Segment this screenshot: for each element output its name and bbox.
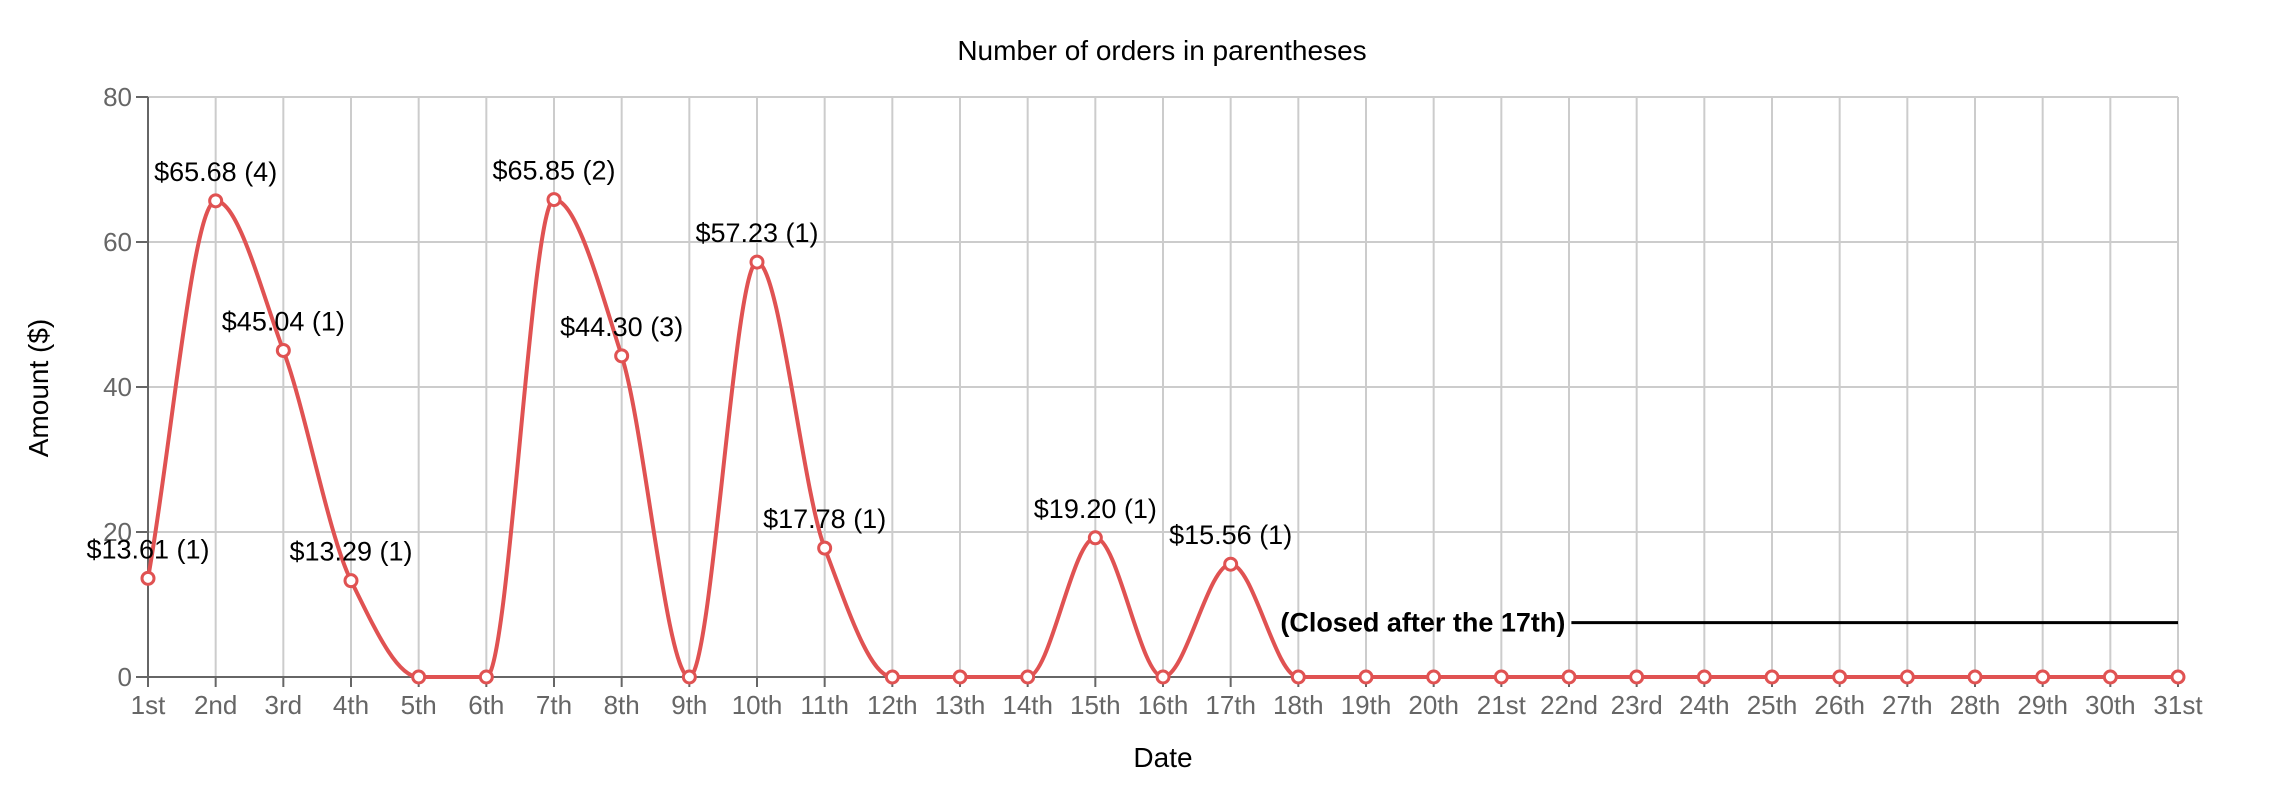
x-tick-label: 6th xyxy=(468,690,504,720)
data-label: $19.20 (1) xyxy=(1034,494,1157,524)
data-point xyxy=(1223,556,1239,572)
x-tick-label: 12th xyxy=(867,690,918,720)
x-tick-label: 25th xyxy=(1747,690,1798,720)
x-tick-label: 11th xyxy=(800,690,849,720)
data-labels: $13.61 (1) $65.68 (4) $45.04 (1) $13.29 (1)… xyxy=(86,156,2178,638)
x-tick-label: 23rd xyxy=(1611,690,1663,720)
x-axis-label: Date xyxy=(1133,742,1192,773)
data-label: $44.30 (3) xyxy=(560,312,683,342)
x-tick-label: 5th xyxy=(401,690,437,720)
data-point xyxy=(1629,669,1645,685)
y-tick-label: 20 xyxy=(103,517,132,547)
x-tick-label: 24th xyxy=(1679,690,1730,720)
data-point xyxy=(140,570,156,586)
data-point xyxy=(614,348,630,364)
x-tick-label: 3rd xyxy=(265,690,303,720)
data-point xyxy=(1358,669,1374,685)
x-tick-label: 16th xyxy=(1138,690,1189,720)
x-tick-label: 29th xyxy=(2017,690,2068,720)
data-point xyxy=(1426,669,1442,685)
grid xyxy=(147,96,2179,677)
data-point xyxy=(1087,530,1103,546)
x-tick-label: 1st xyxy=(131,690,166,720)
data-point xyxy=(1561,669,1577,685)
data-point xyxy=(817,540,833,556)
x-tick-label: 17th xyxy=(1205,690,1256,720)
y-tick-label: 0 xyxy=(118,662,132,692)
data-point xyxy=(1967,669,1983,685)
x-tick-label: 28th xyxy=(1950,690,2001,720)
data-point xyxy=(2035,669,2051,685)
data-point xyxy=(1290,669,1306,685)
data-point xyxy=(952,669,968,685)
series-amount xyxy=(140,192,2186,685)
data-point xyxy=(2102,669,2118,685)
x-tick-label: 19th xyxy=(1341,690,1392,720)
x-tick-label: 13th xyxy=(935,690,986,720)
data-label: $45.04 (1) xyxy=(222,306,345,336)
data-point xyxy=(1899,669,1915,685)
y-tick-label: 40 xyxy=(103,372,132,402)
data-point xyxy=(1696,669,1712,685)
data-label: $13.61 (1) xyxy=(86,534,209,564)
data-point xyxy=(2170,669,2186,685)
data-point xyxy=(749,254,765,270)
x-tick-label: 15th xyxy=(1070,690,1121,720)
y-tick-label: 80 xyxy=(103,82,132,112)
x-tick-label: 21st xyxy=(1477,690,1527,720)
chart-title: Number of orders in parentheses xyxy=(957,35,1366,66)
closed-annotation-label: (Closed after the 17th) xyxy=(1280,608,1565,638)
data-label: $17.78 (1) xyxy=(763,504,886,534)
data-point xyxy=(275,342,291,358)
x-tick-label: 8th xyxy=(604,690,640,720)
data-label: $57.23 (1) xyxy=(695,218,818,248)
data-label: $13.29 (1) xyxy=(289,537,412,567)
x-tick-label: 22nd xyxy=(1540,690,1598,720)
data-point xyxy=(1832,669,1848,685)
y-tick-label: 60 xyxy=(103,227,132,257)
data-point xyxy=(208,193,224,209)
x-tick-label: 30th xyxy=(2085,690,2136,720)
data-label: $65.68 (4) xyxy=(154,157,277,187)
data-point xyxy=(1493,669,1509,685)
x-tick-label: 27th xyxy=(1882,690,1933,720)
y-axis-label: Amount ($) xyxy=(23,319,54,458)
x-tick-label: 14th xyxy=(1002,690,1053,720)
x-tick-label: 31st xyxy=(2153,690,2203,720)
data-point xyxy=(343,573,359,589)
data-point xyxy=(681,669,697,685)
x-tick-label: 18th xyxy=(1273,690,1324,720)
data-point xyxy=(546,192,562,208)
x-tick-label: 7th xyxy=(536,690,572,720)
data-label: $65.85 (2) xyxy=(492,156,615,186)
x-tick-label: 26th xyxy=(1814,690,1865,720)
data-point xyxy=(1155,669,1171,685)
x-tick-label: 20th xyxy=(1408,690,1459,720)
data-point xyxy=(1764,669,1780,685)
x-tick-label: 4th xyxy=(333,690,369,720)
x-tick-label: 10th xyxy=(732,690,783,720)
data-label: $15.56 (1) xyxy=(1169,520,1292,550)
data-point xyxy=(1020,669,1036,685)
data-point xyxy=(411,669,427,685)
x-tick-label: 9th xyxy=(671,690,707,720)
x-tick-label: 2nd xyxy=(194,690,237,720)
data-point xyxy=(884,669,900,685)
data-point xyxy=(478,669,494,685)
